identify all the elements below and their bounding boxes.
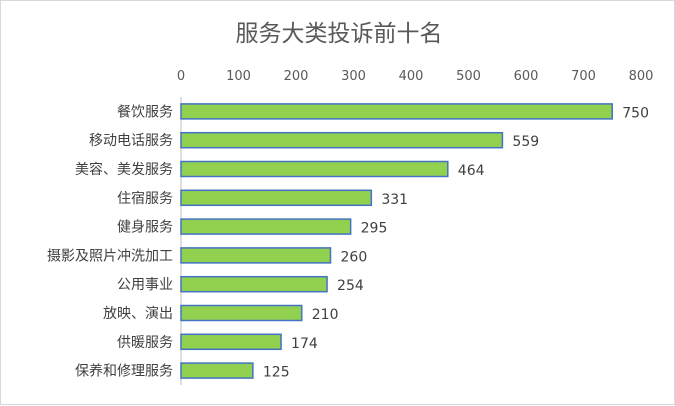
x-tick-label: 700: [571, 69, 596, 84]
category-label: 健身服务: [117, 220, 173, 236]
category-label: 供暖服务: [117, 335, 173, 351]
x-tick-label: 800: [629, 69, 654, 84]
chart-title: 服务大类投诉前十名: [236, 21, 443, 47]
category-label: 餐饮服务: [117, 104, 173, 120]
category-label: 住宿服务: [117, 190, 173, 207]
category-label: 保养和修理服务: [75, 364, 173, 380]
bar: [180, 103, 613, 120]
data-label: 331: [381, 192, 408, 208]
data-label: 750: [622, 105, 649, 121]
bar: [180, 304, 303, 322]
category-label: 放映、演出: [103, 306, 173, 322]
category-labels: 餐饮服务移动电话服务美容、美发服务住宿服务健身服务摄影及照片冲洗加工公用事业放映…: [47, 104, 173, 379]
category-label: 移动电话服务: [89, 133, 173, 149]
data-label: 464: [458, 163, 485, 179]
data-label: 260: [341, 249, 368, 265]
data-label: 295: [361, 221, 388, 237]
data-label: 254: [337, 278, 364, 294]
category-label: 美容、美发服务: [75, 161, 173, 178]
bar: [180, 362, 254, 379]
x-tick-label: 400: [399, 69, 424, 84]
data-label: 210: [312, 307, 339, 323]
x-tick-label: 0: [177, 69, 185, 84]
bar: [180, 247, 332, 264]
bar: [180, 275, 328, 293]
bar: [180, 160, 449, 178]
x-tick-label: 600: [514, 69, 539, 84]
data-label: 174: [291, 336, 318, 352]
category-label: 摄影及照片冲洗加工: [47, 248, 173, 264]
x-axis-ticks: 0 100 200 300 400 500 600 700 800: [177, 69, 654, 84]
bars: [180, 103, 613, 379]
data-label: 559: [512, 134, 539, 150]
bar: [180, 333, 282, 351]
x-tick-label: 300: [341, 69, 366, 84]
bar: [180, 131, 504, 149]
bar: [180, 189, 373, 207]
category-label: 公用事业: [117, 277, 173, 293]
data-label: 125: [263, 365, 290, 381]
x-tick-label: 500: [456, 69, 481, 84]
x-tick-label: 200: [284, 69, 309, 84]
x-tick-label: 100: [226, 69, 251, 84]
bar: [180, 218, 352, 235]
